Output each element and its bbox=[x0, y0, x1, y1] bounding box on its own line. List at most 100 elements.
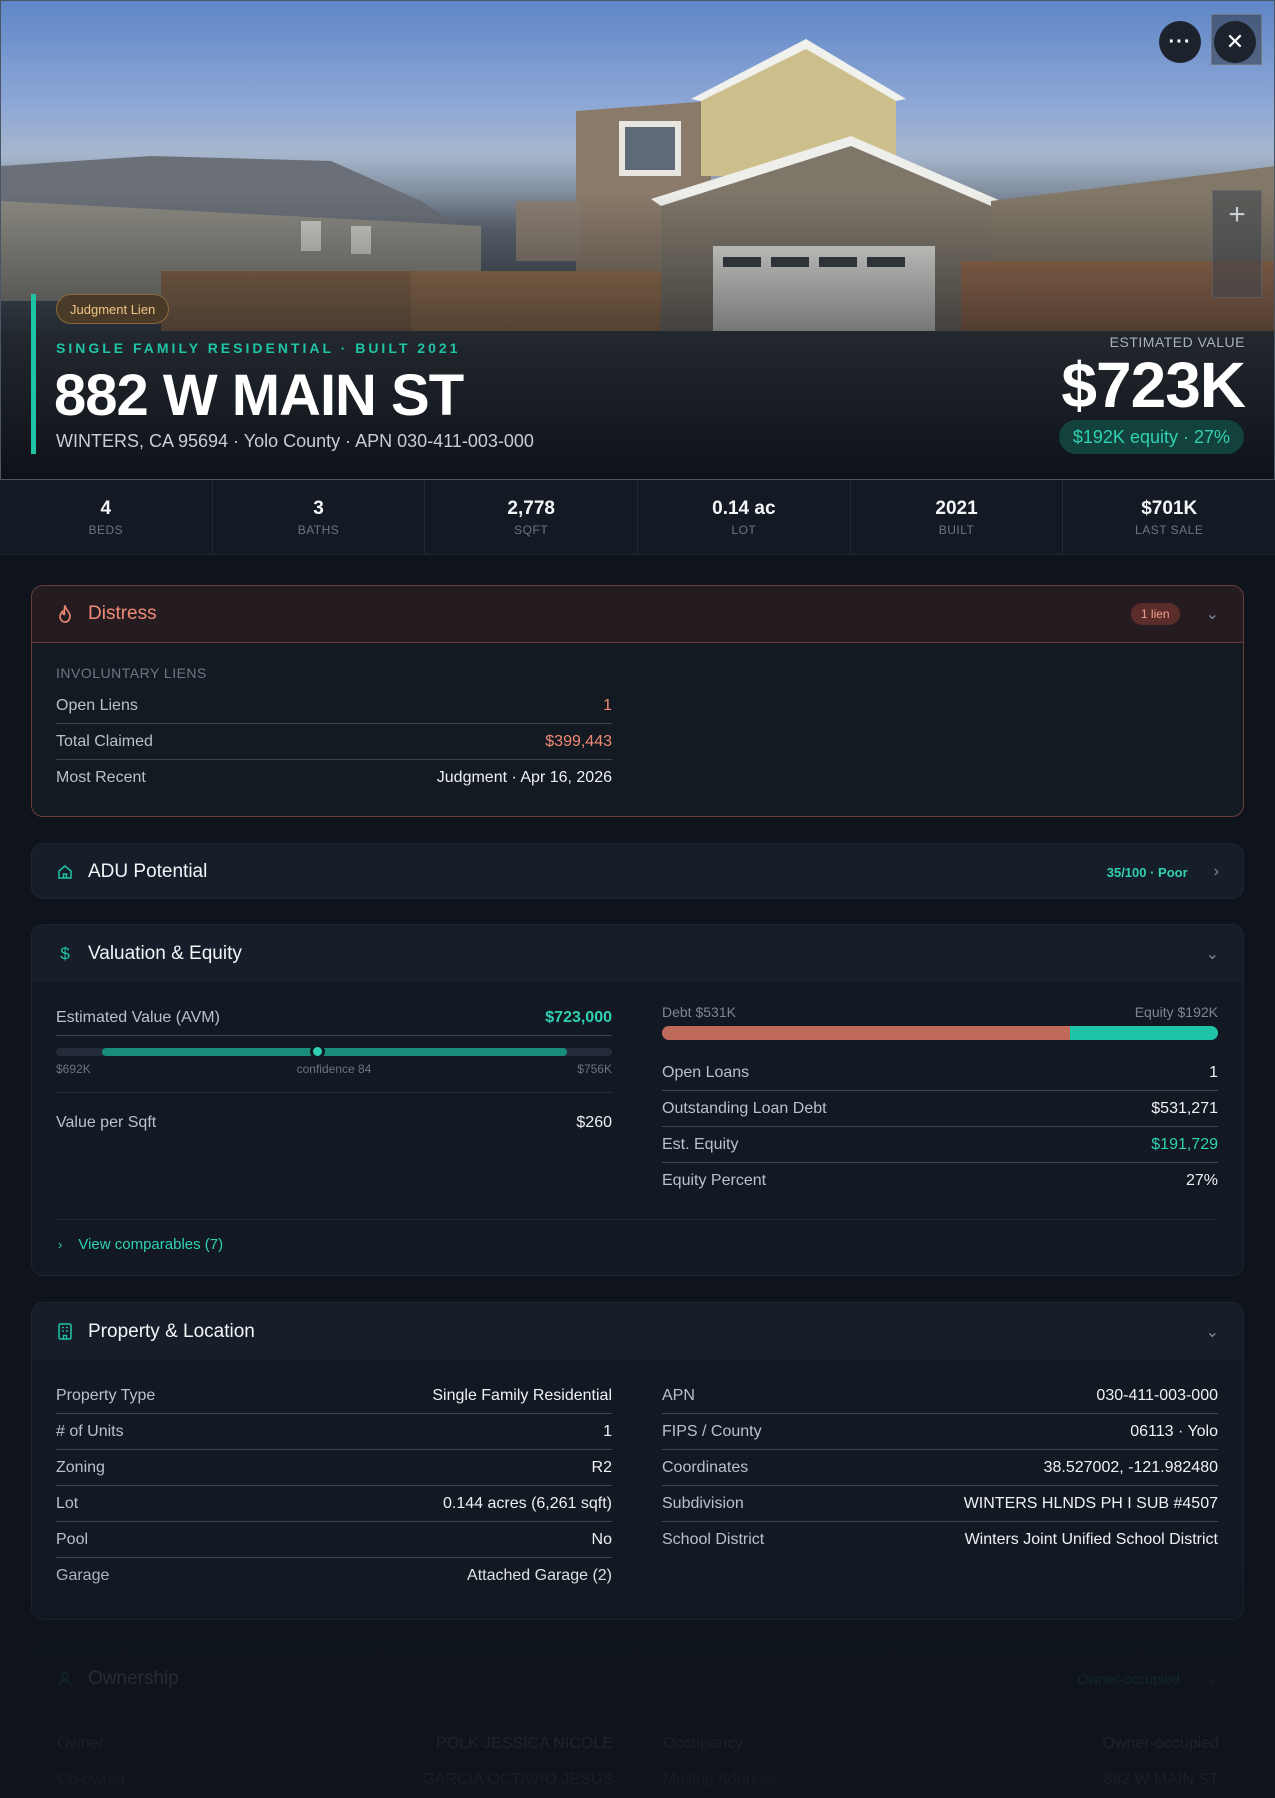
row-value: 1 bbox=[603, 1422, 612, 1440]
adu-card[interactable]: ADU Potential 35/100 · Poor › bbox=[31, 843, 1244, 899]
loan-debt-row: Outstanding Loan Debt $531,271 bbox=[662, 1091, 1218, 1127]
stat-value: 2021 bbox=[935, 497, 978, 519]
user-icon bbox=[56, 1670, 74, 1688]
distress-header[interactable]: Distress 1 lien ⌄ bbox=[32, 586, 1243, 643]
stat-last-sale: $701K LAST SALE bbox=[1063, 480, 1275, 554]
valuation-title: Valuation & Equity bbox=[88, 942, 242, 964]
stat-label: LOT bbox=[731, 522, 757, 537]
open-liens-row: Open Liens 1 bbox=[56, 688, 612, 724]
row-key: Coordinates bbox=[662, 1458, 749, 1476]
row-key: Occupancy bbox=[663, 1734, 744, 1752]
row-key: School District bbox=[662, 1531, 765, 1548]
row-key: # of Units bbox=[56, 1422, 124, 1440]
row-key: Total Claimed bbox=[56, 732, 153, 750]
avm-range-labels: $692K confidence 84 $756K bbox=[56, 1062, 612, 1076]
row-key: Property Type bbox=[56, 1386, 156, 1404]
row-key: Pool bbox=[56, 1530, 89, 1548]
equity-pill: $192K equity · 27% bbox=[1058, 420, 1244, 454]
row-key: Value per Sqft bbox=[56, 1113, 157, 1131]
stat-value: 2,778 bbox=[507, 497, 555, 519]
map-zoom-control bbox=[1212, 190, 1262, 298]
debt-equity-bar bbox=[662, 1026, 1218, 1040]
more-horizontal-icon: ··· bbox=[1168, 30, 1192, 53]
pool-row: Pool No bbox=[56, 1522, 612, 1558]
owner-row: Owner POLK JESSICA NICOLE bbox=[57, 1726, 613, 1762]
row-value: Single Family Residential bbox=[432, 1386, 612, 1404]
zoom-in-button[interactable]: + bbox=[1212, 190, 1262, 240]
stat-label: BEDS bbox=[88, 522, 124, 537]
occupancy-badge: Owner-occupied bbox=[1077, 1671, 1180, 1687]
row-key: Outstanding Loan Debt bbox=[662, 1099, 827, 1117]
row-key: Subdivision bbox=[662, 1494, 744, 1512]
adu-title: ADU Potential bbox=[88, 861, 208, 882]
avm-high: $756K bbox=[577, 1062, 612, 1076]
home-icon bbox=[56, 863, 74, 881]
subdivision-row: Subdivision WINTERS HLNDS PH I SUB #4507 bbox=[662, 1486, 1218, 1522]
adu-header[interactable]: ADU Potential 35/100 · Poor › bbox=[32, 844, 1243, 900]
row-value: 1 bbox=[1209, 1063, 1218, 1081]
avm-low: $692K bbox=[56, 1062, 91, 1076]
stat-sqft: 2,778 SQFT bbox=[425, 480, 639, 554]
equity-percent-row: Equity Percent 27% bbox=[662, 1163, 1218, 1199]
estimated-value-label: ESTIMATED VALUE bbox=[1109, 334, 1245, 350]
stat-lot: 0.14 ac LOT bbox=[638, 480, 851, 554]
property-header[interactable]: Property & Location ⌄ bbox=[32, 1303, 1243, 1360]
row-value: $191,729 bbox=[1151, 1135, 1218, 1153]
avm-confidence: confidence 84 bbox=[296, 1062, 372, 1076]
row-key: Est. Equity bbox=[662, 1135, 739, 1153]
stat-value: 3 bbox=[313, 497, 324, 519]
close-button[interactable]: ✕ bbox=[1214, 21, 1256, 63]
property-type-row: Property Type Single Family Residential bbox=[56, 1378, 612, 1414]
stat-baths: 3 BATHS bbox=[213, 480, 426, 554]
stat-label: LAST SALE bbox=[1135, 522, 1204, 537]
row-value: 27% bbox=[1185, 1172, 1218, 1189]
chevron-right-icon: › bbox=[58, 1237, 63, 1252]
property-address: WINTERS, CA 95694 · Yolo County · APN 03… bbox=[56, 431, 534, 451]
debt-segment bbox=[662, 1026, 1071, 1040]
chevron-down-icon: ⌄ bbox=[1205, 945, 1219, 963]
row-key: Most Recent bbox=[56, 769, 146, 786]
close-icon: ✕ bbox=[1225, 29, 1245, 54]
more-options-button[interactable]: ··· bbox=[1159, 21, 1201, 63]
stats-strip: 4 BEDS 3 BATHS 2,778 SQFT 0.14 ac LOT 20… bbox=[0, 480, 1275, 555]
property-subtitle: SINGLE FAMILY RESIDENTIAL · BUILT 2021 bbox=[56, 340, 461, 356]
row-key: FIPS / County bbox=[662, 1422, 762, 1440]
row-value: $723,000 bbox=[545, 1008, 612, 1026]
distress-title: Distress bbox=[88, 603, 157, 624]
row-value: 38.527002, -121.982480 bbox=[1043, 1458, 1218, 1476]
involuntary-liens-label: INVOLUNTARY LIENS bbox=[56, 665, 207, 681]
apn-row: APN 030-411-003-000 bbox=[662, 1378, 1218, 1414]
building-icon bbox=[56, 1323, 74, 1341]
row-key: Lot bbox=[56, 1494, 79, 1512]
est-equity-row: Est. Equity $191,729 bbox=[662, 1127, 1218, 1163]
adu-score: 35/100 · Poor bbox=[1106, 864, 1188, 880]
estimated-value: $723K bbox=[1061, 349, 1246, 421]
row-key: Co-owner bbox=[57, 1771, 127, 1788]
ownership-header[interactable]: Ownership Owner-occupied ⌄ bbox=[32, 1651, 1243, 1707]
row-value: Winters Joint Unified School District bbox=[964, 1531, 1218, 1548]
row-value: 030-411-003-000 bbox=[1096, 1386, 1218, 1404]
chevron-down-icon: ⌄ bbox=[1205, 606, 1219, 623]
equity-segment bbox=[1070, 1026, 1218, 1040]
debt-equity-labels: Debt $531K Equity $192K bbox=[662, 1004, 1218, 1020]
valuation-card: $ Valuation & Equity ⌄ bbox=[31, 924, 1244, 1276]
view-comparables-link[interactable]: › View comparables (7) bbox=[58, 1236, 223, 1253]
row-key: Estimated Value (AVM) bbox=[56, 1008, 220, 1026]
avm-row: Estimated Value (AVM) $723,000 bbox=[56, 1000, 612, 1036]
row-key: APN bbox=[662, 1386, 695, 1404]
equity-label: Equity $192K bbox=[1134, 1004, 1218, 1020]
row-value: 0.144 acres (6,261 sqft) bbox=[443, 1494, 612, 1512]
hero-accent-bar bbox=[31, 294, 36, 454]
stat-label: BATHS bbox=[297, 522, 340, 537]
chevron-right-icon: › bbox=[1213, 863, 1219, 880]
lot-row: Lot 0.144 acres (6,261 sqft) bbox=[56, 1486, 612, 1522]
row-value: $531,271 bbox=[1151, 1099, 1218, 1117]
hero-gradient bbox=[1, 1, 1274, 479]
most-recent-row: Most Recent Judgment · Apr 16, 2026 bbox=[56, 760, 612, 796]
ownership-title: Ownership bbox=[88, 1668, 179, 1689]
row-value: 882 W MAIN ST bbox=[1103, 1771, 1219, 1788]
row-value: $399,443 bbox=[545, 732, 612, 750]
row-key: Mailing Address bbox=[663, 1771, 776, 1788]
row-value: Attached Garage (2) bbox=[467, 1567, 612, 1584]
valuation-header[interactable]: $ Valuation & Equity ⌄ bbox=[32, 925, 1243, 982]
